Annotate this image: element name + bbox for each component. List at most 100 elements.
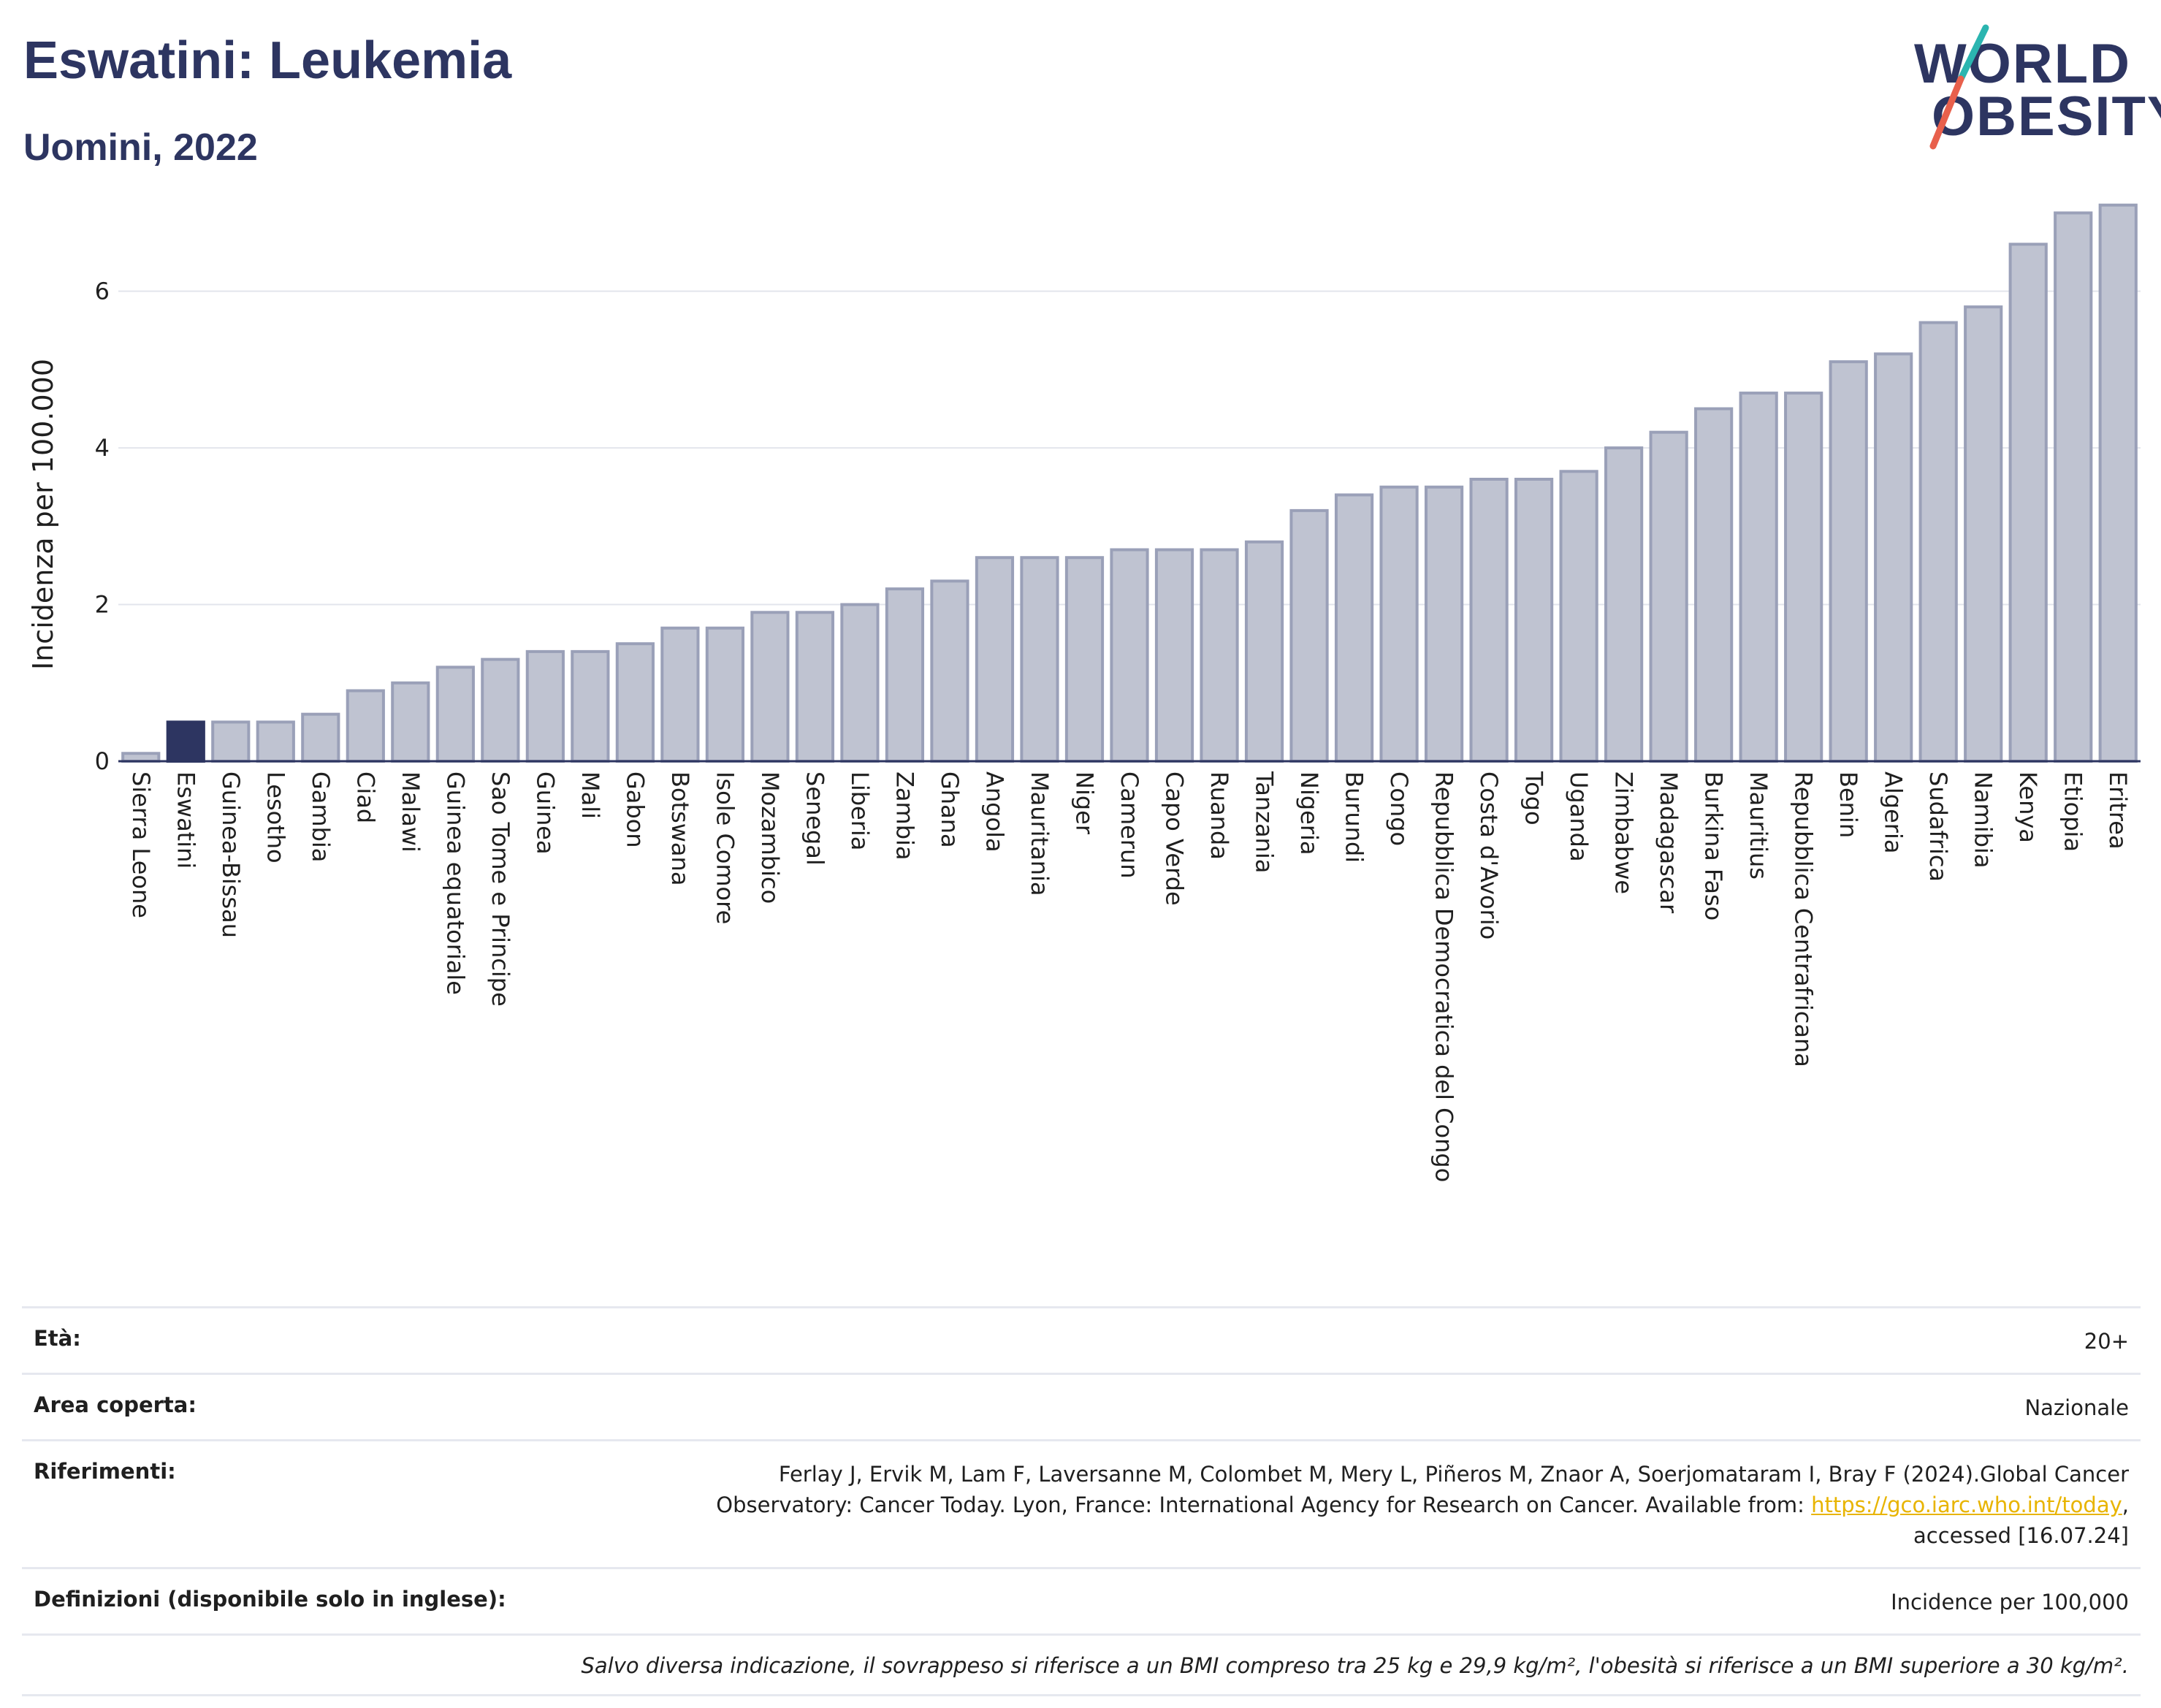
reference-line-3: accessed [16.07.24]: [1913, 1523, 2129, 1548]
bar-repubblica-centrafricana: [1784, 392, 1823, 763]
info-row-definitions: Definizioni (disponibile solo in inglese…: [22, 1567, 2141, 1633]
bars: [121, 203, 2138, 763]
bmi-note: Salvo diversa indicazione, il sovrappeso…: [581, 1653, 2129, 1678]
bar-camerun: [1110, 548, 1149, 763]
bar-chart: 0 2 4 6 Sierra Leone Eswatini Guinea-Bissau Le…: [27, 203, 2141, 1182]
bar-sao-tome-e-principe: [481, 657, 520, 763]
x-tick-label: Madagascar: [1655, 771, 1682, 914]
x-tick-label: Kenya: [2014, 771, 2042, 843]
bar-madagascar: [1649, 430, 1688, 763]
bar-zambia: [885, 587, 925, 763]
bar-ciad: [346, 689, 385, 763]
logo-text-obesity: OBESITY: [1932, 85, 2161, 148]
bar-lesotho: [256, 720, 295, 763]
bar-sierra-leone: [121, 752, 161, 763]
bar-congo: [1379, 485, 1419, 763]
x-tick-label: Zimbabwe: [1610, 771, 1638, 894]
bar-zimbabwe: [1604, 446, 1644, 763]
bar-mali: [571, 649, 610, 763]
reference-line-2: Observatory: Cancer Today. Lyon, France:…: [716, 1492, 1812, 1517]
reference-link[interactable]: https://gco.iarc.who.int/today: [1811, 1492, 2122, 1517]
x-tick-label: Etiopia: [2059, 771, 2087, 852]
x-tick-label: Eritrea: [2104, 771, 2132, 850]
x-tick-label: Burundi: [1341, 771, 1368, 863]
x-tick-label: Tanzania: [1251, 771, 1278, 873]
world-obesity-logo: WORLD OBESITY: [1899, 22, 2161, 153]
x-tick-label: Costa d'Avorio: [1475, 771, 1503, 939]
x-tick-label: Ciad: [351, 771, 379, 823]
bar-namibia: [1964, 305, 2003, 763]
bar-eritrea: [2098, 203, 2138, 763]
x-tick-label: Mali: [576, 771, 604, 819]
x-tick-label: Guinea: [531, 771, 559, 855]
x-tick-label: Liberia: [846, 771, 874, 850]
y-tick-label: 6: [95, 278, 110, 305]
x-tick-label: Nigeria: [1295, 771, 1323, 855]
bar-gambia: [301, 712, 340, 763]
bar-togo: [1514, 478, 1554, 763]
bar-benin: [1829, 360, 1868, 763]
bar-sudafrica: [1918, 321, 1958, 763]
reference-line-2-end: ,: [2122, 1492, 2129, 1517]
bar-isole-comore: [705, 626, 745, 763]
x-tick-label: Mozambico: [756, 771, 784, 904]
bar-mauritania: [1020, 556, 1059, 763]
bar-algeria: [1874, 352, 1913, 763]
bar-malawi: [391, 681, 430, 763]
x-tick-label: Eswatini: [172, 771, 199, 869]
info-key: Età:: [34, 1326, 81, 1351]
logo-text-world: WORLD: [1914, 33, 2132, 95]
x-tick-label: Gambia: [307, 771, 335, 862]
info-row-age: Età: 20+: [22, 1306, 2141, 1373]
x-tick-label: Sierra Leone: [127, 771, 155, 918]
x-tick-label: Ghana: [936, 771, 964, 848]
bar-mozambico: [750, 611, 790, 763]
bar-etiopia: [2054, 211, 2093, 763]
page-subtitle: Uomini, 2022: [23, 126, 258, 169]
x-tick-label: Angola: [980, 771, 1008, 853]
y-tick-label: 2: [95, 591, 110, 619]
x-tick-label: Uganda: [1565, 771, 1593, 862]
info-value: Nazionale: [2024, 1395, 2129, 1420]
bar-uganda: [1559, 470, 1598, 763]
x-tick-label: Sudafrica: [1924, 771, 1952, 882]
x-tick-label: Togo: [1520, 771, 1548, 826]
x-tick-label: Capo Verde: [1161, 771, 1189, 906]
bar-niger: [1064, 556, 1105, 763]
x-tick-label: Malawi: [397, 771, 424, 853]
x-axis-labels: Sierra Leone Eswatini Guinea-Bissau Lesotho…: [127, 771, 2132, 1182]
x-tick-label: Camerun: [1116, 771, 1143, 879]
info-table: Età: 20+ Area coperta: Nazionale Riferim…: [22, 1306, 2141, 1696]
x-tick-label: Guinea equatoriale: [441, 771, 469, 995]
x-tick-label: Gabon: [621, 771, 649, 848]
reference-line-1: Ferlay J, Ervik M, Lam F, Laversanne M, …: [778, 1462, 2129, 1487]
bar-repubblica-democratica-del-congo: [1424, 485, 1464, 763]
x-tick-label: Isole Comore: [711, 771, 739, 924]
x-tick-label: Namibia: [1970, 771, 1997, 868]
bar-mauritius: [1739, 392, 1778, 763]
bar-guinea-equatoriale: [435, 666, 475, 763]
x-tick-label: Algeria: [1880, 771, 1907, 853]
bar-kenya: [2008, 243, 2048, 763]
x-tick-label: Senegal: [801, 771, 828, 866]
info-value: 20+: [2084, 1329, 2129, 1354]
bar-capo-verde: [1154, 548, 1194, 763]
info-row-note: Salvo diversa indicazione, il sovrappeso…: [22, 1633, 2141, 1696]
bar-botswana: [660, 626, 700, 763]
bar-guinea: [525, 649, 565, 763]
y-axis-title: Incidenza per 100.000: [27, 359, 59, 670]
x-tick-label: Zambia: [891, 771, 918, 861]
page-title: Eswatini: Leukemia: [23, 31, 512, 90]
info-value: Ferlay J, Ervik M, Lam F, Laversanne M, …: [716, 1459, 2129, 1551]
x-tick-label: Mauritania: [1026, 771, 1053, 896]
bar-liberia: [840, 603, 880, 763]
x-tick-label: Burkina Faso: [1700, 771, 1728, 920]
bar-guinea-bissau: [211, 720, 251, 763]
x-tick-label: Ruanda: [1205, 771, 1233, 860]
y-axis-ticks: 0 2 4 6: [95, 278, 110, 775]
bar-nigeria: [1289, 508, 1329, 763]
bar-eswatini: [166, 720, 205, 763]
bar-burkina-faso: [1694, 407, 1734, 763]
bar-ruanda: [1200, 548, 1239, 763]
x-tick-label: Mauritius: [1745, 771, 1772, 880]
